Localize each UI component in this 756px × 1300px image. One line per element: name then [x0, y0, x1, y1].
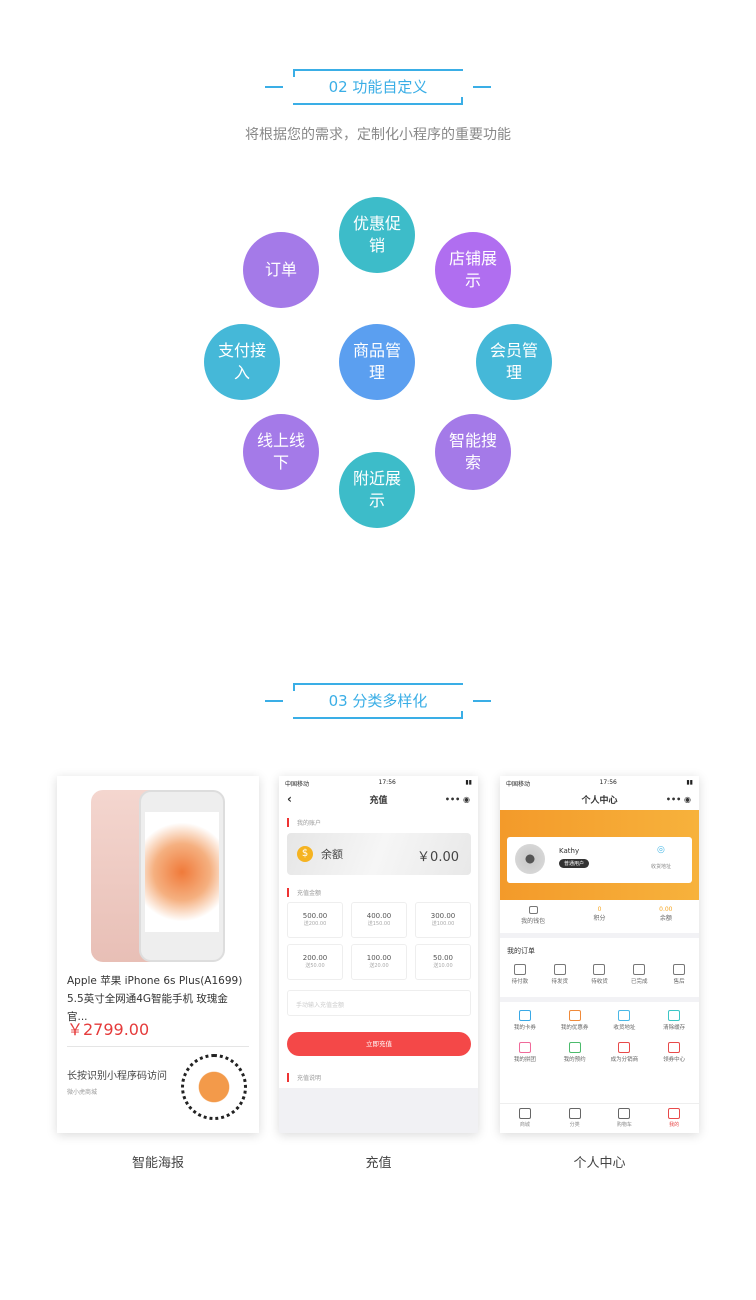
tab-icon [618, 1108, 631, 1119]
service-item[interactable]: 我的卡券 [500, 1006, 550, 1038]
feature-circle: 商品管理 [339, 324, 415, 400]
tab-icon [518, 1108, 531, 1119]
location-icon: ◎ [657, 845, 665, 855]
profile-screen: 中国移动 17:56 ▮▮ 个人中心 ••• ◉ Kathy 普通用户 ◎ 收货地址 … [500, 776, 699, 1133]
more-and-close-icon[interactable]: ••• ◉ [444, 794, 470, 804]
recharge-screen: 中国移动 17:56 ▮▮ ‹ 充值 ••• ◉ 我的账户 $ 余额 ￥0.00 充值金… [279, 776, 478, 1133]
feature-circle: 支付接入 [204, 324, 280, 400]
section-title-categories: 03 分类多样化 [0, 683, 756, 723]
service-item[interactable]: 我的预约 [550, 1038, 600, 1070]
order-status-item[interactable]: 已完成 [619, 960, 659, 997]
tab-icon [568, 1108, 581, 1119]
poster-card: Apple 苹果 iPhone 6s Plus(A1699) 5.5英寸全网通4… [57, 776, 259, 1133]
section-subtitle: 将根据您的需求，定制化小程序的重要功能 [245, 127, 511, 143]
phone-front-image [139, 790, 225, 962]
feature-circle: 会员管理 [476, 324, 552, 400]
wallet-item[interactable]: 我的钱包 [500, 900, 566, 933]
service-item[interactable]: 领券中心 [649, 1038, 699, 1070]
service-item[interactable]: 收货地址 [600, 1006, 650, 1038]
coin-icon: $ [297, 846, 313, 862]
order-icon [513, 964, 526, 975]
order-status-item[interactable]: 待付款 [500, 960, 540, 997]
service-icon [518, 1042, 531, 1053]
profile-header: Kathy 普通用户 ◎ 收货地址 [500, 810, 699, 900]
amount-option[interactable]: 200.00 送50.00 [287, 944, 343, 980]
order-status-item[interactable]: 待发货 [540, 960, 580, 997]
feature-circle: 订单 [243, 232, 319, 308]
service-icon [668, 1042, 681, 1053]
amount-option[interactable]: 100.00 送20.00 [351, 944, 407, 980]
member-badge: 普通用户 [559, 859, 590, 868]
feature-circle: 店铺展示 [435, 232, 511, 308]
service-item[interactable]: 清除缓存 [649, 1006, 699, 1038]
service-item[interactable]: 我的优惠券 [550, 1006, 600, 1038]
service-icon [668, 1010, 681, 1021]
order-status-item[interactable]: 待收货 [580, 960, 620, 997]
tab-item[interactable]: 我的 [649, 1104, 699, 1133]
amount-option[interactable]: 300.00 送100.00 [415, 902, 471, 938]
caption-profile: 个人中心 [573, 1156, 626, 1171]
product-name: Apple 苹果 iPhone 6s Plus(A1699) 5.5英寸全网通4… [67, 975, 243, 1023]
feature-circle: 附近展示 [339, 452, 415, 528]
caption-recharge: 充值 [365, 1156, 392, 1171]
service-icon [618, 1042, 631, 1053]
avatar[interactable] [515, 844, 545, 874]
amount-option[interactable]: 50.00 送10.00 [415, 944, 471, 980]
tab-item[interactable]: 分类 [550, 1104, 600, 1133]
address-link[interactable]: 收货地址 [651, 864, 672, 870]
order-icon [633, 964, 646, 975]
mini-program-qr-code[interactable] [181, 1054, 247, 1120]
feature-circle: 优惠促销 [339, 197, 415, 273]
order-icon [593, 964, 606, 975]
tab-icon [668, 1108, 681, 1119]
caption-poster: 智能海报 [131, 1156, 184, 1171]
shop-name: 微小虎商城 [67, 1089, 98, 1096]
service-icon [568, 1042, 581, 1053]
feature-circle: 智能搜索 [435, 414, 511, 490]
order-status-item[interactable]: 售后 [659, 960, 699, 997]
amount-option[interactable]: 400.00 送150.00 [351, 902, 407, 938]
more-and-close-icon[interactable]: ••• ◉ [665, 794, 691, 804]
recharge-button[interactable]: 立即充值 [287, 1032, 471, 1056]
section-title-features: 02 功能自定义 [0, 69, 756, 109]
amount-input[interactable]: 手动输入充值金额 [287, 990, 471, 1016]
service-icon [618, 1010, 631, 1021]
service-item[interactable]: 我的拼团 [500, 1038, 550, 1070]
service-icon [568, 1010, 581, 1021]
feature-circle: 线上线下 [243, 414, 319, 490]
tab-item[interactable]: 购物车 [600, 1104, 650, 1133]
balance-card: $ 余额 ￥0.00 [287, 833, 471, 875]
order-icon [553, 964, 566, 975]
tab-item[interactable]: 商城 [500, 1104, 550, 1133]
service-item[interactable]: 成为分销商 [600, 1038, 650, 1070]
qr-hint: 长按识别小程序码访问 [67, 1071, 167, 1082]
service-icon [518, 1010, 531, 1021]
order-icon [673, 964, 686, 975]
back-icon[interactable]: ‹ [287, 792, 292, 806]
product-price: ￥2799.00 [67, 1020, 150, 1039]
amount-option[interactable]: 500.00 送200.00 [287, 902, 343, 938]
